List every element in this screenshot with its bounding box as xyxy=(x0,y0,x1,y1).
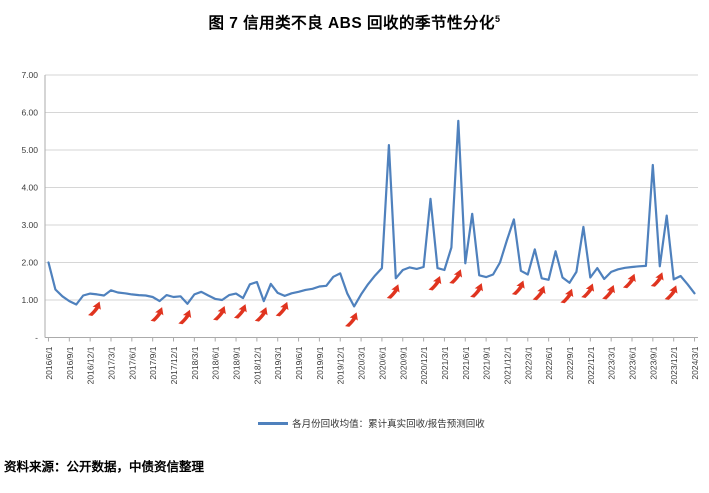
seasonal-low-arrow xyxy=(233,304,247,319)
x-tick-label: 2019/6/1 xyxy=(294,346,304,379)
arrow-glyph xyxy=(511,280,525,295)
x-tick-label: 2022/12/1 xyxy=(586,346,596,384)
seasonal-low-arrow xyxy=(470,283,483,298)
figure-title-footnote-marker: 5 xyxy=(495,13,501,24)
seasonal-low-arrow xyxy=(664,285,678,300)
x-tick-label: 2018/3/1 xyxy=(190,346,200,379)
x-tick-label: 2021/6/1 xyxy=(461,346,471,379)
arrow-glyph xyxy=(150,307,164,322)
x-tick-label: 2019/12/1 xyxy=(336,346,346,384)
arrow-glyph xyxy=(88,301,101,316)
y-tick-label: 6.00 xyxy=(21,108,38,118)
x-tick-label: 2022/9/1 xyxy=(565,346,575,379)
x-tick-label: 2021/3/1 xyxy=(440,346,450,379)
x-tick-label: 2023/12/1 xyxy=(669,346,679,384)
recovery-line xyxy=(47,119,696,308)
figure-title: 图 7 信用类不良 ABS 回收的季节性分化5 xyxy=(0,11,709,33)
x-tick-label: 2017/12/1 xyxy=(169,346,179,384)
seasonal-low-arrow xyxy=(345,312,358,327)
x-tick-label: 2018/9/1 xyxy=(232,346,242,379)
x-tick-label: 2020/12/1 xyxy=(419,346,429,384)
chart-svg: 7.00 6.00 5.00 4.00 3.00 2.00 1.00 -2016/6/1 201… xyxy=(21,70,700,384)
arrow-glyph xyxy=(386,284,400,299)
x-tick-label: 2023/6/1 xyxy=(628,346,638,379)
x-tick-label: 2018/6/1 xyxy=(211,346,221,379)
y-tick-label: 3.00 xyxy=(21,220,38,230)
arrow-glyph xyxy=(254,307,268,322)
x-tick-label: 2016/9/1 xyxy=(65,346,75,379)
figure-title-text: 图 7 信用类不良 ABS 回收的季节性分化 xyxy=(208,15,496,32)
seasonal-low-arrow xyxy=(178,309,192,325)
chart-legend: 各月份回收均值：累计真实回收/报告预测回收 xyxy=(45,414,698,432)
arrow-glyph xyxy=(233,304,247,319)
x-tick-label: 2019/9/1 xyxy=(315,346,325,379)
y-tick-label: 5.00 xyxy=(21,145,38,155)
seasonal-low-arrow xyxy=(532,285,546,301)
x-tick-label: 2020/3/1 xyxy=(357,346,367,379)
x-tick-label: 2020/9/1 xyxy=(398,346,408,379)
x-tick-label: 2017/9/1 xyxy=(148,346,158,379)
x-tick-label: 2020/6/1 xyxy=(377,346,387,379)
x-tick-label: 2018/12/1 xyxy=(252,346,262,384)
arrow-glyph xyxy=(213,306,226,321)
x-tick-label: 2023/3/1 xyxy=(607,346,617,379)
arrow-glyph xyxy=(345,312,358,327)
seasonal-low-arrow xyxy=(622,273,636,289)
x-tick-label: 2016/12/1 xyxy=(86,346,96,384)
arrow-glyph xyxy=(428,276,442,291)
seasonal-low-arrow xyxy=(449,269,463,284)
seasonal-low-arrow xyxy=(560,288,574,304)
source-note: 资料来源：公开数据，中债资信整理 xyxy=(4,460,205,474)
y-tick-label: - xyxy=(35,333,38,343)
y-tick-label: 7.00 xyxy=(21,70,38,80)
y-tick-label: 2.00 xyxy=(21,258,38,268)
arrow-glyph xyxy=(449,269,463,284)
seasonal-low-arrow xyxy=(275,301,289,317)
x-tick-label: 2019/3/1 xyxy=(273,346,283,379)
arrow-glyph xyxy=(178,309,192,325)
x-tick-label: 2021/12/1 xyxy=(502,346,512,384)
seasonal-low-arrow xyxy=(428,276,442,291)
arrow-glyph xyxy=(275,301,289,317)
x-tick-label: 2017/6/1 xyxy=(127,346,137,379)
seasonal-low-arrow xyxy=(602,285,615,300)
legend-line-swatch xyxy=(258,421,289,425)
arrow-glyph xyxy=(650,272,664,287)
x-tick-label: 2024/3/1 xyxy=(690,346,700,379)
seasonal-low-arrow xyxy=(254,307,268,322)
arrow-glyph xyxy=(581,283,595,298)
arrow-glyph xyxy=(664,285,678,300)
seasonal-low-arrow xyxy=(88,301,101,316)
seasonal-low-arrow xyxy=(213,306,226,321)
arrow-glyph xyxy=(602,285,615,300)
x-tick-label: 2022/3/1 xyxy=(523,346,533,379)
x-tick-label: 2022/6/1 xyxy=(544,346,554,379)
seasonal-low-arrow xyxy=(511,280,525,295)
arrow-glyph xyxy=(622,273,636,289)
seasonal-low-arrow xyxy=(581,283,595,298)
arrow-glyph xyxy=(560,288,574,304)
y-tick-label: 4.00 xyxy=(21,183,38,193)
seasonal-low-arrow xyxy=(650,272,664,287)
arrow-glyph xyxy=(532,285,546,301)
x-tick-label: 2016/6/1 xyxy=(44,346,54,379)
seasonal-low-arrow xyxy=(386,284,400,299)
arrow-glyph xyxy=(470,283,483,298)
x-tick-label: 2021/9/1 xyxy=(482,346,492,379)
legend-series-label: 各月份回收均值：累计真实回收/报告预测回收 xyxy=(292,419,485,430)
seasonal-low-arrow xyxy=(150,307,164,322)
x-tick-label: 2023/9/1 xyxy=(648,346,658,379)
x-tick-label: 2017/3/1 xyxy=(106,346,116,379)
y-tick-label: 1.00 xyxy=(21,295,38,305)
